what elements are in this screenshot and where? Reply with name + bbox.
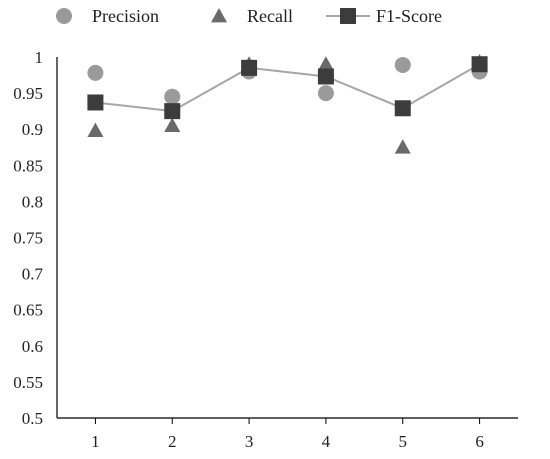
y-tick-label: 0.65 bbox=[13, 301, 43, 320]
axes bbox=[56, 57, 518, 424]
y-tick-label: 0.8 bbox=[22, 192, 43, 211]
y-tick-label: 0.6 bbox=[22, 337, 43, 356]
legend-item-precision: Precision bbox=[56, 6, 159, 26]
precision-point bbox=[394, 56, 411, 73]
recall-point bbox=[317, 56, 334, 71]
precision-point bbox=[87, 64, 104, 81]
series-lines bbox=[95, 63, 481, 113]
f1-score-point bbox=[164, 103, 181, 120]
legend-marker-recall bbox=[211, 8, 227, 23]
legend-item-recall: Recall bbox=[211, 6, 293, 26]
y-tick-label: 0.75 bbox=[13, 229, 43, 248]
x-tick-label: 5 bbox=[399, 432, 408, 451]
y-tick-label: 0.9 bbox=[22, 120, 43, 139]
precision-point bbox=[164, 88, 181, 105]
y-tick-label: 0.95 bbox=[13, 84, 43, 103]
y-tick-label: 0.55 bbox=[13, 373, 43, 392]
y-tick-label: 0.85 bbox=[13, 156, 43, 175]
x-tick-label: 4 bbox=[322, 432, 331, 451]
x-tick-label: 6 bbox=[475, 432, 484, 451]
legend: Precision Recall F1-Score bbox=[56, 6, 442, 26]
legend-item-f1-score: F1-Score bbox=[326, 6, 442, 26]
legend-label: F1-Score bbox=[376, 6, 442, 26]
series-marks bbox=[87, 54, 488, 154]
recall-point bbox=[87, 122, 104, 138]
f1-score-point bbox=[241, 59, 258, 76]
f1-score-point bbox=[317, 68, 334, 85]
y-tick-label: 0.7 bbox=[22, 265, 44, 284]
x-tick-label: 2 bbox=[168, 432, 177, 451]
x-tick-label: 3 bbox=[245, 432, 254, 451]
f1-score-point bbox=[394, 100, 411, 117]
legend-marker-precision bbox=[56, 8, 72, 24]
tick-labels: 0.5 0.55 0.6 0.65 0.7 0.75 0.8 0.85 0.9 0.95 1 1 2 3 4… bbox=[13, 48, 484, 451]
f1-score-point bbox=[471, 56, 488, 73]
recall-point bbox=[164, 117, 181, 132]
y-tick-label: 1 bbox=[35, 48, 44, 67]
precision-point bbox=[317, 85, 334, 102]
legend-label: Recall bbox=[247, 6, 293, 26]
legend-label: Precision bbox=[92, 6, 159, 26]
f1-score-point bbox=[87, 94, 104, 111]
f1-score-line bbox=[95, 63, 481, 113]
recall-point bbox=[394, 139, 411, 154]
legend-marker-f1-score bbox=[340, 8, 356, 24]
y-tick-label: 0.5 bbox=[22, 409, 43, 428]
x-tick-label: 1 bbox=[91, 432, 100, 451]
